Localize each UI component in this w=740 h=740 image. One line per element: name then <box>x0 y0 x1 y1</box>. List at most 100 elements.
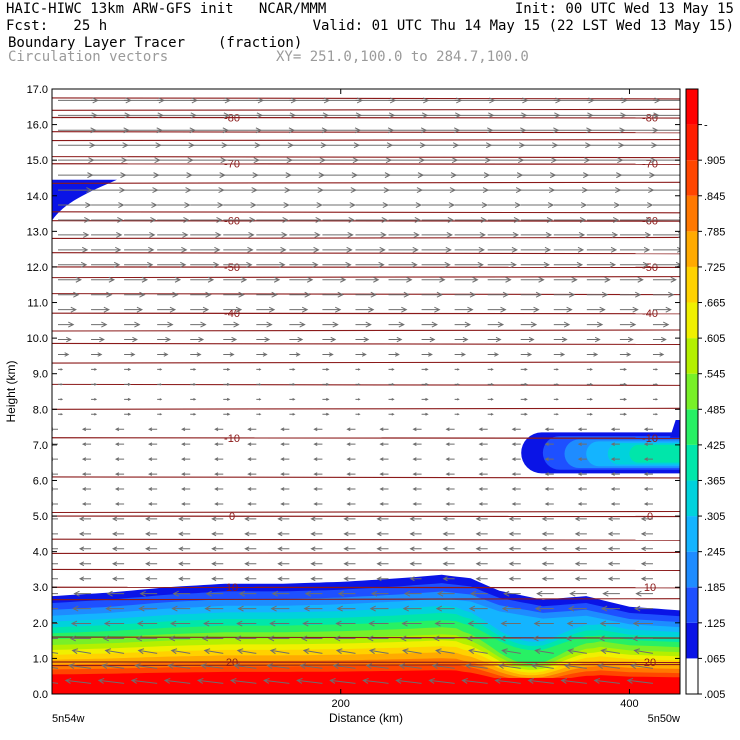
wind-vector <box>388 187 424 194</box>
wind-vector <box>643 472 653 476</box>
wind-vector <box>461 677 488 684</box>
x-axis-label: Distance (km) <box>329 711 403 725</box>
wind-vector <box>567 648 587 655</box>
wind-vector <box>289 202 323 208</box>
wind-vector <box>322 291 344 298</box>
wind-vector <box>190 231 222 238</box>
wind-vector <box>376 561 389 567</box>
wind-vector <box>69 635 92 642</box>
wind-vector <box>346 457 356 461</box>
wind-vector <box>124 352 136 357</box>
colorbar-swatch <box>686 160 698 196</box>
wind-vector <box>256 336 271 343</box>
wind-vector <box>114 457 125 461</box>
wind-vector <box>379 442 389 447</box>
wind-vector <box>520 367 528 371</box>
wind-vector <box>388 383 395 386</box>
wind-vector <box>487 276 512 283</box>
wind-vector <box>135 635 158 642</box>
wind-vector <box>577 472 587 476</box>
wind-vector <box>346 427 356 432</box>
wind-vector <box>508 561 521 567</box>
wind-vector <box>421 217 454 223</box>
wind-vector <box>106 590 125 597</box>
contour-label-6-0: 0 <box>229 511 235 523</box>
wind-vector <box>238 590 257 597</box>
wind-vector <box>388 398 395 401</box>
wind-vector <box>643 487 653 491</box>
colorbar-label: .245 <box>704 547 725 559</box>
wind-vector <box>421 157 459 164</box>
wind-vector <box>190 412 197 416</box>
contour-line-19 <box>52 538 680 541</box>
wind-vector <box>157 246 188 253</box>
wind-vector <box>379 487 389 491</box>
wind-vector <box>170 620 191 627</box>
labeled-contour-1 <box>52 163 680 165</box>
wind-vector <box>171 605 191 612</box>
wind-vector <box>124 261 154 268</box>
wind-vector <box>52 593 58 595</box>
wind-vector <box>289 398 296 401</box>
wind-vector <box>409 561 422 567</box>
wind-vector <box>501 648 521 655</box>
wind-vector <box>223 412 231 416</box>
wind-vector <box>652 306 672 313</box>
colorbar-swatch <box>686 622 698 659</box>
wind-vector <box>91 336 105 343</box>
wind-vector <box>289 336 304 343</box>
wind-vector <box>388 368 395 371</box>
wind-vector <box>81 442 92 447</box>
wind-vector <box>58 231 90 238</box>
wind-vector <box>388 231 420 238</box>
wind-vector <box>619 261 650 268</box>
wind-vector <box>289 383 296 386</box>
wind-vector <box>619 127 659 134</box>
wind-vector <box>181 502 191 506</box>
wind-vector <box>91 142 129 149</box>
wind-vector <box>434 620 455 627</box>
wind-vector <box>289 217 322 223</box>
wind-vector <box>124 172 160 179</box>
wind-vector <box>114 442 125 447</box>
wind-vector <box>442 516 455 522</box>
wind-vector <box>421 321 438 328</box>
wind-vector <box>237 605 257 612</box>
wind-vector <box>574 531 587 537</box>
wind-vector <box>280 472 290 476</box>
wind-vector <box>369 605 389 612</box>
wind-vector <box>124 231 156 238</box>
wind-vector <box>478 457 488 461</box>
wind-vector <box>157 336 172 343</box>
wind-vector <box>58 321 75 328</box>
wind-vector <box>157 291 179 298</box>
wind-vector <box>541 531 554 537</box>
colorbar-label: .305 <box>704 511 725 523</box>
wind-vector <box>478 487 488 491</box>
contour-line-7 <box>52 211 680 214</box>
wind-vector <box>190 202 224 208</box>
wind-vector <box>577 442 587 447</box>
wind-vector <box>201 635 224 642</box>
wind-vector <box>124 142 162 149</box>
wind-vector <box>640 531 653 537</box>
wind-vector <box>256 368 262 371</box>
wind-vector <box>553 398 559 401</box>
wind-vector <box>178 531 191 537</box>
wind-vector <box>355 276 380 283</box>
wind-vector <box>652 174 680 176</box>
wind-vector <box>52 442 58 447</box>
wind-vector <box>136 620 158 627</box>
colorbar-label: .485 <box>704 404 725 416</box>
contour-line-3 <box>52 131 680 134</box>
wind-vector <box>421 291 444 298</box>
wind-vector <box>355 157 393 164</box>
wind-vector <box>256 383 262 386</box>
contour-line-18 <box>52 510 680 514</box>
wind-vector <box>400 635 422 642</box>
wind-vector <box>157 352 169 357</box>
header-forecast-hour: Fcst: 25 h <box>6 18 108 34</box>
wind-vector <box>454 291 477 298</box>
wind-vector <box>574 546 587 552</box>
colorbar-swatch <box>686 551 698 588</box>
